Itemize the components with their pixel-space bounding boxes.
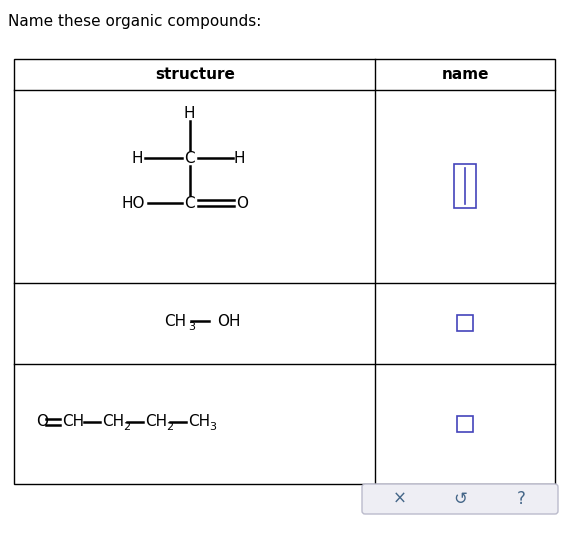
Text: 2: 2 (166, 422, 173, 432)
Text: ↺: ↺ (453, 490, 467, 508)
Text: H: H (132, 151, 143, 166)
Bar (457, 416, 473, 432)
Text: CH: CH (188, 414, 210, 429)
Text: O: O (236, 196, 248, 211)
Text: OH: OH (217, 314, 240, 329)
Text: HO: HO (122, 196, 146, 211)
FancyBboxPatch shape (362, 484, 558, 514)
Text: CH: CH (62, 414, 84, 429)
Text: C: C (184, 196, 195, 211)
Text: name: name (441, 67, 489, 82)
Text: H: H (234, 151, 246, 166)
Text: H: H (184, 106, 196, 121)
Bar (454, 164, 476, 208)
Text: O: O (36, 414, 48, 429)
Text: CH: CH (145, 414, 167, 429)
Text: ?: ? (516, 490, 525, 508)
Text: 3: 3 (187, 322, 195, 332)
Text: CH: CH (102, 414, 124, 429)
Text: ×: × (392, 490, 406, 508)
Text: C: C (184, 151, 195, 166)
Text: CH: CH (164, 314, 186, 329)
Text: structure: structure (155, 67, 235, 82)
Bar (457, 315, 473, 332)
Text: 2: 2 (123, 422, 130, 432)
Text: 3: 3 (209, 422, 216, 432)
Bar (14, 59, 555, 484)
Text: Name these organic compounds:: Name these organic compounds: (8, 14, 261, 29)
